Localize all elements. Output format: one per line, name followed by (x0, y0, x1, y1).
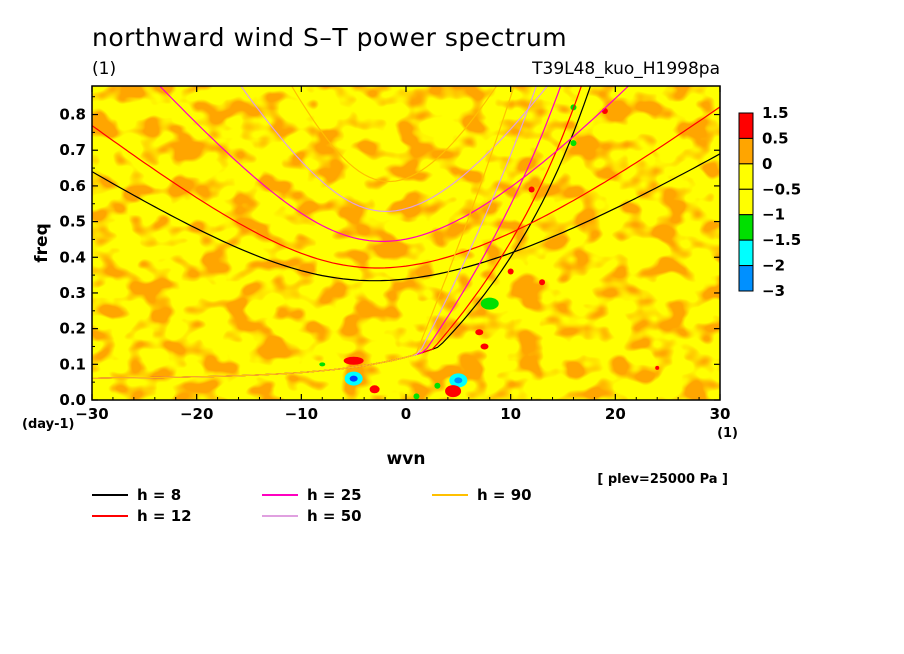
heatmap-spot (434, 382, 441, 389)
y-tick-label: 0.1 (59, 355, 86, 373)
dispersion-curve-kelvin (92, 86, 515, 379)
x-tick-label: −20 (180, 405, 213, 423)
dispersion-curve (92, 106, 720, 269)
x-tick-label: 20 (605, 405, 626, 423)
colorbar-label: −0.5 (762, 180, 801, 198)
y-axis-unit: (day-1) (22, 417, 74, 432)
x-tick-label: −30 (75, 405, 108, 423)
x-tick-label: 10 (500, 405, 521, 423)
dispersion-curve (158, 86, 630, 242)
colorbar-swatch (738, 239, 754, 267)
heatmap-pattern (92, 86, 720, 400)
legend-label: h = 12 (137, 507, 192, 525)
x-axis-label: wvn (387, 449, 426, 469)
heatmap-spot (480, 297, 499, 310)
y-axis-label: freq (32, 223, 52, 262)
colorbar-label: 0 (762, 155, 772, 173)
colorbar-swatch (738, 265, 754, 292)
colorbar-swatch (738, 188, 754, 216)
y-tick-label: 0.7 (59, 141, 86, 159)
legend-label: h = 25 (307, 486, 362, 504)
legend: h = 8 h = 12 h = 25 h = 50 h = 90 (92, 486, 532, 525)
colorbar-swatch (738, 163, 754, 190)
legend-label: h = 90 (477, 486, 532, 504)
y-axis: 0.0 0.1 0.2 0.3 0.4 0.5 0.6 0.7 0.8 (59, 96, 720, 409)
legend-label: h = 50 (307, 507, 362, 525)
x-axis-unit: (1) (717, 426, 738, 441)
colorbar-label: −2 (762, 257, 785, 275)
colorbar-label: −1 (762, 206, 785, 224)
heatmap-spot (507, 268, 514, 275)
heatmap-spot (528, 186, 535, 193)
colorbar-label: −3 (762, 282, 785, 300)
dispersion-curves (92, 86, 720, 379)
heatmap-spot (343, 356, 364, 365)
y-tick-label: 0.0 (59, 391, 86, 409)
y-tick-label: 0.3 (59, 284, 86, 302)
x-tick-label: 30 (710, 405, 731, 423)
heatmap-spot (475, 329, 484, 336)
colorbar-label: −1.5 (762, 231, 801, 249)
heatmap-spot (369, 385, 380, 394)
dispersion-curve (92, 153, 720, 282)
level-note: [ plev=25000 Pa ] (597, 472, 728, 487)
dispersion-curve (290, 86, 498, 183)
y-tick-label: 0.6 (59, 177, 86, 195)
x-tick-label: 0 (401, 405, 411, 423)
dispersion-curve (240, 86, 549, 213)
heatmap-spot (454, 377, 463, 384)
y-tick-label: 0.4 (59, 248, 86, 266)
chart-title: northward wind S–T power spectrum (92, 23, 567, 52)
heatmap-spot (480, 343, 489, 350)
colorbar-swatch (738, 214, 754, 241)
y-tick-label: 0.2 (59, 320, 86, 338)
heatmap-spot (413, 393, 420, 400)
y-tick-label: 0.5 (59, 213, 86, 231)
heatmap-spot (445, 385, 462, 398)
heatmap-spot (655, 365, 660, 370)
heatmap-spot (570, 140, 577, 147)
heatmap-spots (319, 104, 660, 400)
chart-subtitle-right: T39L48_kuo_H1998pa (531, 59, 720, 79)
x-axis: −30 −20 −10 0 10 20 30 (75, 86, 730, 423)
colorbar-swatch (738, 137, 754, 165)
colorbar-label: 0.5 (762, 129, 789, 147)
y-tick-label: 0.8 (59, 106, 86, 124)
x-tick-label: −10 (285, 405, 318, 423)
colorbar-swatch (738, 112, 754, 139)
legend-label: h = 8 (137, 486, 181, 504)
chart-subtitle-left: (1) (92, 59, 116, 79)
plot-area (92, 86, 720, 400)
colorbar-label: 1.5 (762, 104, 789, 122)
heatmap-spot (319, 362, 326, 367)
colorbar: 1.5 0.5 0 −0.5 −1 −1.5 −2 −3 (738, 104, 801, 300)
heatmap-spot (539, 279, 546, 286)
heatmap-spot (349, 375, 358, 382)
